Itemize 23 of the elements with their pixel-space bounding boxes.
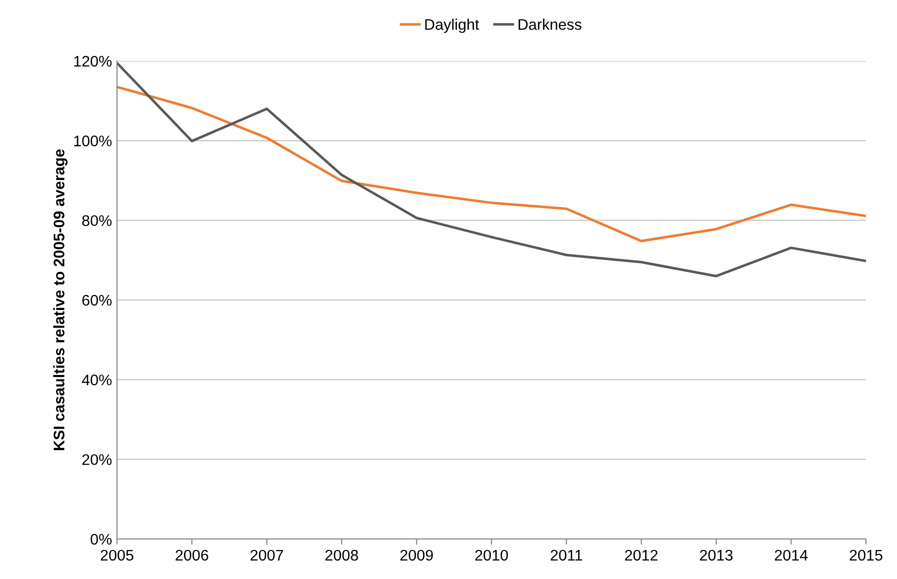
y-tick-label: 120% (74, 56, 112, 67)
line-series (117, 86, 866, 242)
x-tick-label: 2008 (325, 550, 358, 561)
x-tick-label: 2006 (176, 550, 208, 561)
x-tick-label: 2010 (475, 550, 508, 561)
y-tick-label: 100% (74, 136, 112, 146)
y-axis-title: KSI casaulties relative to 2005-09 average (53, 149, 68, 450)
x-tick-label: 2005 (100, 550, 134, 561)
y-tick-label: 0% (90, 534, 112, 545)
x-tick-label: 2007 (250, 550, 284, 561)
x-tick-label: 2012 (625, 550, 658, 561)
legend-label: Darkness (518, 18, 582, 30)
y-tick-label: 60% (82, 294, 112, 306)
x-tick-label: 2011 (550, 550, 582, 561)
y-tick-label: 40% (82, 374, 112, 386)
x-tick-label: 2013 (700, 550, 733, 561)
y-tick-label: 20% (82, 454, 112, 466)
legend-label: Daylight (425, 18, 480, 33)
x-tick-label: 2015 (850, 550, 882, 561)
y-tick-label: 80% (82, 215, 112, 226)
x-tick-label: 2014 (774, 550, 808, 561)
line-series (117, 62, 866, 278)
x-tick-label: 2009 (400, 550, 433, 561)
